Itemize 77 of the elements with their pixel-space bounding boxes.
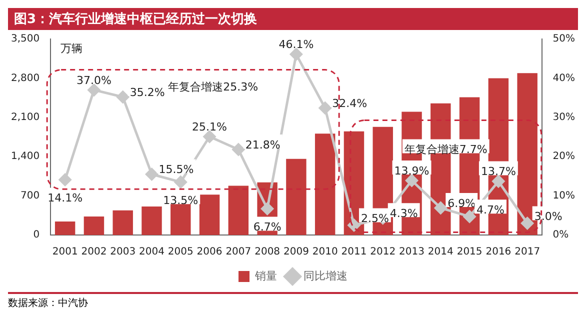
data-label: 37.0%	[76, 74, 112, 87]
y2-tick-label: 50%	[552, 34, 576, 45]
x-tick-label: 2010	[312, 246, 338, 258]
x-tick-label: 2016	[486, 246, 512, 258]
data-label: 15.5%	[158, 163, 194, 176]
data-label: 46.1%	[278, 38, 314, 52]
data-label: 4.7%	[476, 203, 504, 216]
x-tick-label: 2004	[139, 246, 164, 258]
y2-tick-label: 20%	[552, 151, 576, 162]
x-tick-label: 2011	[341, 246, 367, 258]
x-tick-label: 2009	[283, 246, 309, 258]
source-note: 数据来源：中汽协	[8, 296, 89, 310]
point	[406, 174, 418, 187]
bar	[199, 194, 220, 235]
y-tick-label: 700	[20, 190, 40, 202]
bar	[286, 158, 306, 235]
y-tick-label: 0	[33, 230, 40, 241]
data-label: 32.4%	[332, 96, 368, 110]
y-tick-label: 2,100	[10, 112, 40, 123]
x-tick-label: 2003	[110, 246, 136, 258]
point	[174, 176, 187, 188]
x-tick-label: 2013	[399, 246, 424, 258]
x-tick-label: 2007	[226, 246, 252, 258]
y2-tick-label: 10%	[552, 190, 576, 202]
legend-label: 同比增速	[304, 269, 348, 282]
y-axis-title: 万辆	[60, 42, 83, 55]
point	[88, 84, 100, 96]
point	[145, 168, 158, 180]
y-tick-label: 3,500	[10, 34, 40, 45]
point	[463, 210, 476, 223]
bar	[228, 186, 249, 235]
data-label: 2.5%	[360, 212, 389, 226]
x-tick-label: 2001	[52, 246, 78, 258]
x-tick-label: 2002	[81, 246, 107, 258]
x-tick-label: 2015	[456, 246, 482, 258]
data-label: 6.7%	[253, 220, 282, 234]
point	[232, 143, 245, 156]
data-label: 21.8%	[245, 138, 280, 152]
y2-tick-label: 0%	[552, 230, 569, 241]
chart-title: 图3：汽车行业增速中枢已经历过一次切换	[8, 8, 578, 30]
point	[203, 130, 216, 143]
point	[521, 216, 534, 230]
x-tick-label: 2012	[370, 246, 396, 258]
point	[261, 202, 274, 215]
bar	[142, 206, 162, 235]
bar	[54, 222, 76, 235]
data-label: 13.7%	[480, 165, 516, 178]
bar	[112, 210, 133, 235]
legend-label: 销量	[254, 269, 277, 282]
data-label: 13.9%	[394, 164, 430, 178]
annotation: 年复合增速25.3%	[168, 80, 258, 94]
point	[434, 202, 447, 214]
x-tick-label: 2005	[168, 246, 194, 258]
point	[492, 175, 505, 188]
data-label: 25.1%	[192, 120, 228, 134]
point	[290, 48, 302, 61]
point	[318, 102, 332, 114]
y-tick-label: 2,800	[10, 72, 40, 84]
point	[58, 173, 72, 186]
point	[116, 90, 130, 104]
bar	[314, 134, 336, 235]
x-tick-label: 2017	[514, 246, 540, 258]
data-label: 4.3%	[390, 207, 418, 220]
y-tick-label: 1,400	[10, 151, 40, 162]
data-label: 3.0%	[534, 210, 562, 224]
x-tick-label: 2014	[428, 246, 454, 258]
point	[348, 218, 360, 232]
annotation: 年复合增速7.7%	[404, 143, 488, 156]
y2-tick-label: 30%	[552, 112, 576, 123]
y2-tick-label: 40%	[552, 72, 576, 84]
x-tick-label: 2006	[196, 246, 222, 258]
bar	[84, 216, 104, 235]
data-label: 13.5%	[163, 194, 198, 207]
data-label: 35.2%	[130, 86, 165, 99]
data-label: 6.9%	[448, 196, 476, 210]
x-tick-label: 2008	[254, 246, 280, 258]
data-label: 14.1%	[48, 192, 83, 205]
